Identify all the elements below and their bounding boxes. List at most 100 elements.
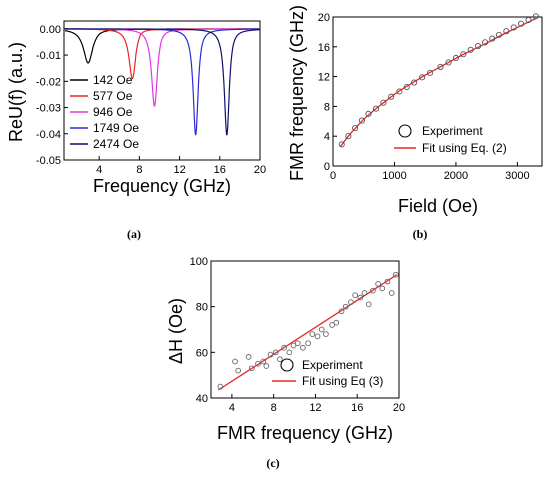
panel-c-point	[388, 290, 395, 296]
panel-b-xlabel: Field (Oe)	[398, 196, 478, 216]
panel-b-point	[403, 83, 410, 91]
panel-a-legend-label-2: 946 Oe	[93, 105, 133, 119]
panel-c-point	[255, 360, 261, 367]
panel-b-point	[437, 63, 444, 70]
panel-c-2-ytick-label: 100	[190, 256, 208, 268]
panel-c-point	[263, 363, 270, 369]
panel-c-point	[375, 280, 381, 287]
panel-b-point	[358, 117, 365, 124]
panel-b-1-ytick-label: 20	[318, 12, 330, 24]
panel-a-0-ytick-label: 0.00	[40, 24, 61, 36]
panel-c-point	[281, 344, 287, 351]
panel-c-point	[314, 333, 321, 340]
panel-b-1-ytick-label: 0	[324, 161, 330, 173]
panel-c-point	[286, 349, 293, 356]
panel-a-0-xtick-label: 12	[173, 164, 185, 176]
panel-a-0-xtick-label: 8	[136, 164, 142, 176]
panel-a-0-ytick-label: -0.05	[36, 155, 61, 167]
panel-c-point	[361, 290, 368, 296]
panel-c-2-xtick-label: 20	[393, 402, 405, 414]
panel-c-point	[232, 358, 238, 365]
panel-c-point	[245, 354, 252, 360]
panel-b-point	[482, 39, 489, 46]
panel-b-point	[489, 35, 496, 42]
panel-b-legend-label-1: Fit using Eq. (2)	[422, 141, 507, 155]
panel-a-legend-label-4: 2474 Oe	[93, 137, 139, 151]
caption-b: (b)	[413, 227, 428, 241]
panel-c-point	[290, 342, 297, 349]
panel-c-point	[333, 319, 340, 326]
panel-c-2-ytick-label: 40	[196, 393, 208, 405]
panel-b-point	[503, 28, 510, 35]
panel-b-point	[525, 16, 532, 24]
panel-a-ylabel: ReU(f) (a.u.)	[6, 42, 26, 142]
panel-c-point	[379, 285, 386, 292]
panel-b-point	[445, 59, 452, 66]
panel-c-legend-label-0: Experiment	[302, 358, 363, 372]
panel-b-1-ytick-label: 16	[318, 42, 330, 54]
panel-c-2-ytick-label: 80	[196, 302, 208, 314]
panel-b-ticks: 0 1000 2000 3000 0 4 8 12 16 20	[318, 12, 530, 182]
panel-c-ylabel: ΔH (Oe)	[166, 298, 186, 364]
panel-a-0-xtick-label: 16	[214, 164, 226, 176]
panel-c-2-xtick-label: 12	[309, 402, 321, 414]
panel-c-point	[217, 383, 224, 390]
panel-c-point	[294, 340, 301, 347]
caption-a: (a)	[127, 227, 141, 241]
panel-c-2-xtick-label: 4	[229, 402, 235, 414]
panel-a-legend-label-0: 142 Oe	[93, 73, 133, 87]
panel-b-fit-line	[339, 17, 537, 148]
panel-c-point	[235, 367, 242, 374]
panel-c-point	[384, 278, 391, 285]
panel-a-0-xtick-label: 4	[96, 164, 102, 176]
panel-a-0-ytick-label: -0.02	[36, 76, 61, 88]
panel-c-series	[217, 271, 399, 391]
panel-b-point	[338, 141, 345, 148]
panel-c-point	[348, 299, 354, 305]
panel-b-point	[411, 79, 418, 86]
panel-b-point	[419, 74, 426, 81]
panel-c-point	[260, 358, 267, 365]
panel-b-point	[452, 54, 459, 62]
panel-b-point	[475, 43, 482, 50]
panel-c-point	[352, 292, 358, 299]
panel-b-1-ytick-label: 8	[324, 101, 330, 113]
panel-a-series-line-0	[64, 28, 260, 64]
panel-c-xlabel: FMR frequency (GHz)	[217, 423, 393, 443]
panel-a-0-ytick-label: -0.03	[36, 103, 61, 115]
panel-c-point	[357, 294, 364, 301]
panel-a-series-line-4	[65, 28, 261, 136]
panel-a-legend: 142 Oe 577 Oe 946 Oe 1749 Oe 2474 Oe	[70, 73, 139, 151]
panel-c-point	[393, 271, 399, 278]
panel-a-legend-label-3: 1749 Oe	[93, 121, 139, 135]
panel-c-2-xtick-label: 8	[271, 402, 277, 414]
panel-c-2-xtick-label: 16	[351, 402, 363, 414]
panel-c-point	[342, 303, 349, 310]
panel-b-legend-marker	[398, 124, 412, 138]
panel-b-point	[365, 110, 372, 117]
panel-b-point	[460, 51, 467, 58]
panel-a-series	[64, 28, 261, 136]
panel-b-point	[532, 13, 539, 20]
panel-a-ticks: 4 8 12 16 20 0.00 -0.01 -0.02 -0.03 -0.04 -0.05	[36, 24, 266, 176]
panel-b-legend-label-0: Experiment	[422, 124, 483, 138]
panel-c-point	[323, 331, 329, 337]
panel-b-point	[352, 124, 359, 132]
panel-c-ticks: 4 8 12 16 20 40 60 80 100	[190, 256, 405, 414]
panel-b-frame	[332, 16, 543, 167]
panel-b-point	[427, 69, 434, 76]
panel-c-legend: Experiment Fit using Eq (3)	[272, 358, 383, 388]
panel-c-point	[309, 331, 316, 337]
panel-c-frame	[210, 260, 400, 399]
panel-b-ylabel: FMR frequency (GHz)	[287, 5, 307, 181]
panel-b-point	[510, 24, 517, 31]
panel-a-frame	[63, 20, 261, 161]
panel-b-1-ytick-label: 12	[318, 72, 330, 84]
panel-c-point	[248, 365, 255, 372]
panel-c-point	[300, 344, 306, 351]
panel-c-point	[338, 308, 345, 315]
panel-a-legend-label-1: 577 Oe	[93, 89, 133, 103]
panel-c-point	[370, 287, 376, 294]
panel-b-point	[372, 105, 380, 112]
